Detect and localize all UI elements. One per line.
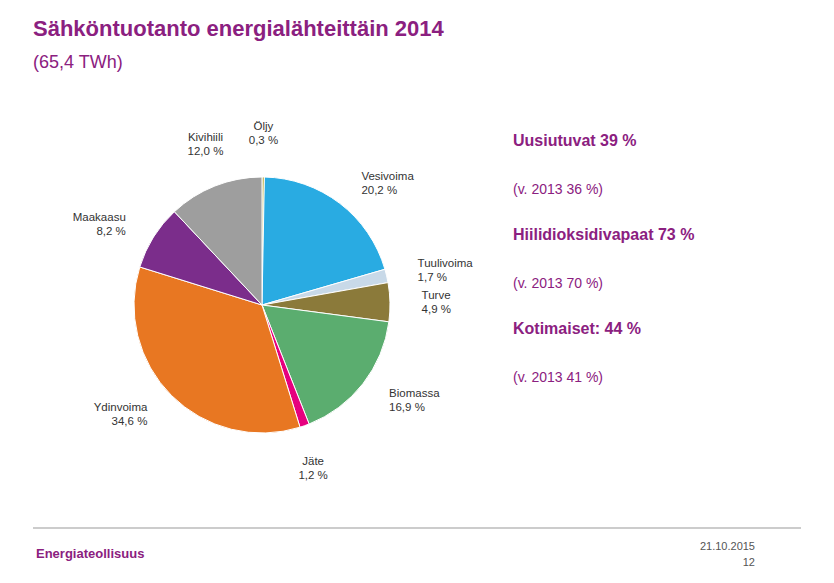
slice-label: Biomassa 16,9 %: [389, 387, 440, 413]
slice-label-name: Biomassa: [389, 387, 440, 399]
slice-label: Öljy 0,3 %: [249, 120, 278, 146]
title: Sähköntuotanto energialähteittäin 2014: [33, 16, 445, 41]
slice-label-value: 4,9 %: [422, 303, 451, 315]
stat-note: (v. 2013 70 %): [513, 275, 603, 291]
slice-label-name: Vesivoima: [361, 170, 414, 182]
slice-label-name: Turve: [422, 289, 451, 301]
slice-label-value: 12,0 %: [188, 145, 224, 157]
subtitle: (65,4 TWh): [33, 52, 123, 72]
stat-headline: Hiilidioksidivapaat 73 %: [513, 226, 694, 243]
slice-label-value: 34,6 %: [112, 415, 148, 427]
footer-page: 12: [743, 556, 755, 568]
stat-headline: Uusiutuvat 39 %: [513, 132, 637, 149]
slice-label-value: 0,3 %: [249, 134, 278, 146]
slice-label-value: 16,9 %: [389, 401, 425, 413]
slice-label-value: 1,7 %: [418, 271, 447, 283]
slice-label-name: Ydinvoima: [94, 401, 148, 413]
slice-label-name: Jäte: [302, 455, 324, 467]
slice-label-name: Tuulivoima: [418, 257, 474, 269]
stat-note: (v. 2013 36 %): [513, 181, 603, 197]
slice-label: Turve 4,9 %: [422, 289, 451, 315]
slice-label: Ydinvoima 34,6 %: [94, 401, 148, 427]
stat-headline: Kotimaiset: 44 %: [513, 320, 641, 337]
footer-date: 21.10.2015: [700, 540, 755, 552]
pie: Öljy0,3 %Vesivoima20,2 %Tuulivoima1,7 %T…: [73, 120, 474, 480]
slice-label: Kivihiili 12,0 %: [188, 131, 224, 157]
slice-label-name: Kivihiili: [188, 131, 223, 143]
slice-label: Vesivoima 20,2 %: [361, 170, 414, 196]
slice-label: Jäte 1,2 %: [298, 455, 327, 481]
footer-left: Energiateollisuus: [36, 546, 144, 561]
slice-label: Tuulivoima 1,7 %: [418, 257, 474, 283]
pie-slice: [174, 177, 262, 305]
slice-labels: Öljy0,3 %Vesivoima20,2 %Tuulivoima1,7 %T…: [73, 120, 474, 480]
chart: Sähköntuotanto energialähteittäin 2014 (6…: [0, 0, 834, 583]
separator: [33, 527, 801, 529]
slice-label-value: 1,2 %: [298, 469, 327, 481]
slice-label-name: Öljy: [254, 120, 274, 132]
pie-slice: [134, 267, 300, 433]
slice-label: Maakaasu 8,2 %: [73, 211, 126, 237]
stat-note: (v. 2013 41 %): [513, 369, 603, 385]
slice-label-name: Maakaasu: [73, 211, 126, 223]
slice-label-value: 8,2 %: [96, 225, 125, 237]
slice-label-value: 20,2 %: [361, 184, 397, 196]
